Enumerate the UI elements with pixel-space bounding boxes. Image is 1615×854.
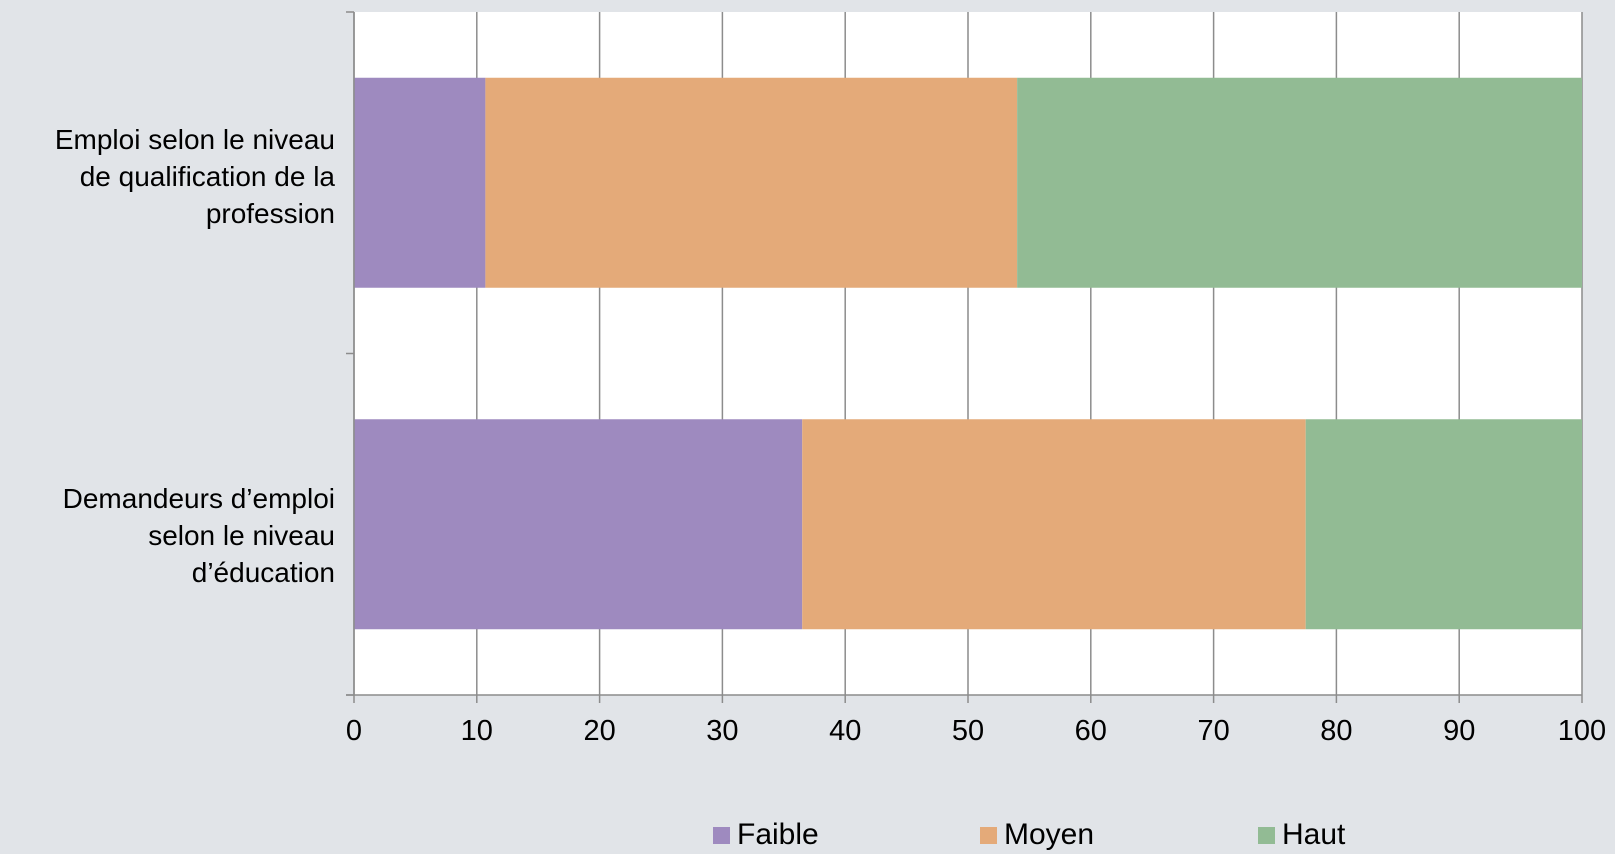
legend-item-faible: Faible [713,818,819,852]
legend-swatch-haut [1258,826,1275,844]
category-label-employment: Emploi selon le niveau de qualification … [5,121,335,232]
x-tick-label: 10 [461,715,493,747]
legend-swatch-faible [713,826,730,844]
bar-faible-1 [354,419,803,630]
category-label-jobseekers: Demandeurs d’emploi selon le niveau d’éd… [5,480,335,591]
x-tick-label: 40 [829,715,861,747]
x-tick-label: 50 [952,715,984,747]
legend-label-moyen: Moyen [1004,818,1095,851]
x-tick-label: 70 [1197,715,1229,747]
bar-moyen-0 [485,77,1018,288]
legend: Faible Moyen Haut [0,818,1615,854]
legend-label-haut: Haut [1282,818,1346,851]
x-tick-label: 100 [1558,715,1606,747]
bar-haut-0 [1017,77,1582,288]
category-label-line: Demandeurs d’emploi [62,483,335,514]
legend-label-faible: Faible [737,818,819,851]
x-tick-label: 90 [1443,715,1475,747]
category-label-line: profession [205,198,335,229]
x-tick-label: 30 [706,715,738,747]
bar-moyen-1 [802,419,1306,630]
legend-item-moyen: Moyen [980,818,1094,852]
legend-item-haut: Haut [1258,818,1345,852]
category-label-line: selon le niveau [148,520,335,551]
x-tick-label: 20 [583,715,615,747]
x-tick-label: 60 [1075,715,1107,747]
category-label-line: Emploi selon le niveau [54,124,335,155]
bar-haut-1 [1305,419,1582,630]
bar-faible-0 [354,77,486,288]
category-label-line: de qualification de la [79,161,335,192]
legend-swatch-moyen [980,826,997,844]
x-tick-label: 80 [1320,715,1352,747]
x-tick-label: 0 [346,715,362,747]
category-label-line: d’éducation [191,557,335,588]
